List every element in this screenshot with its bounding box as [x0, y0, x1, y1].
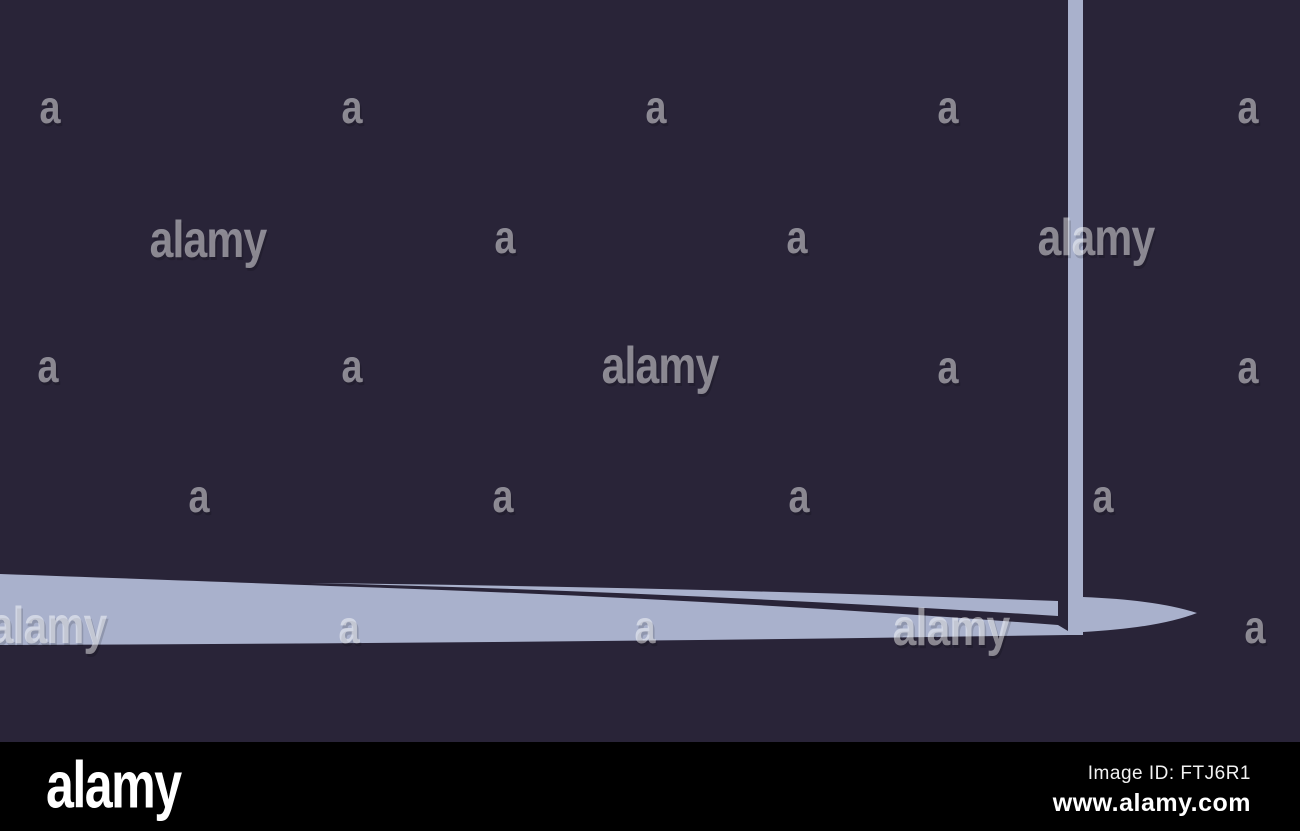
light-sliver	[310, 583, 1058, 616]
lamp-pole	[1068, 0, 1083, 635]
footer-meta: Image ID: FTJ6R1 www.alamy.com	[1053, 763, 1251, 818]
website-text: www.alamy.com	[1052, 789, 1251, 817]
light-pool-right-tip	[1083, 597, 1197, 632]
image-id-text: Image ID: FTJ6R1	[1087, 763, 1251, 784]
footer-bar: alamy Image ID: FTJ6R1 www.alamy.com	[0, 742, 1300, 831]
alamy-logo: alamy	[46, 746, 182, 821]
light-pool	[0, 574, 1068, 645]
